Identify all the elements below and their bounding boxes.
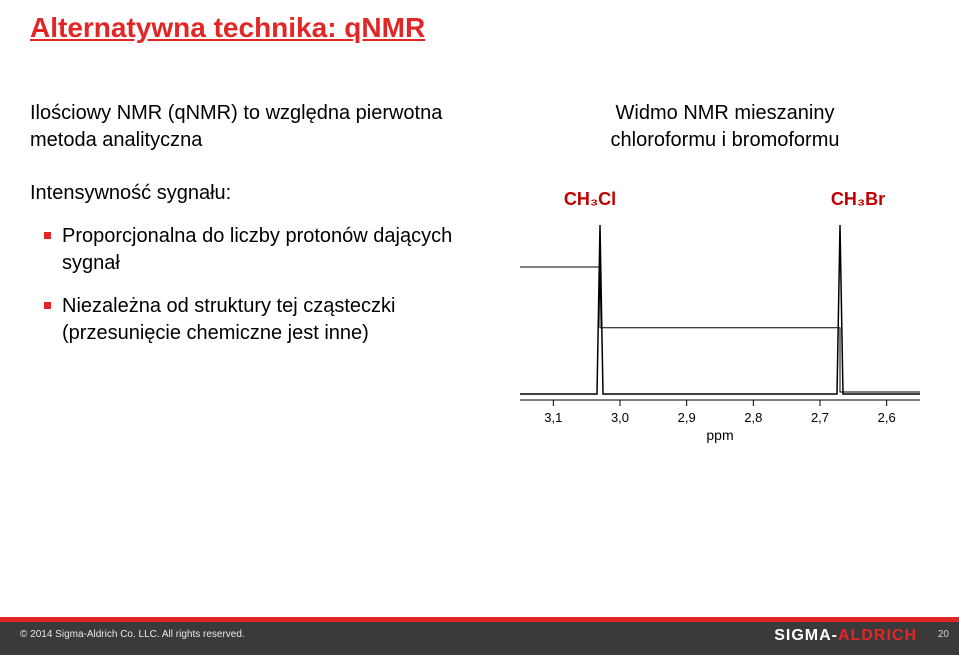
bullet-list: Proporcjonalna do liczby protonów dający… bbox=[30, 223, 470, 347]
svg-text:CH₃Cl: CH₃Cl bbox=[564, 189, 616, 209]
brand-logo: SIGMA-ALDRICH bbox=[774, 627, 917, 645]
nmr-chart: 3,1 3,0 2,9 2,8 2,7 2,6 ppm CH₃Cl CH₃Br bbox=[500, 180, 930, 450]
nmr-svg: 3,1 3,0 2,9 2,8 2,7 2,6 ppm CH₃Cl CH₃Br bbox=[500, 180, 930, 450]
list-item: Proporcjonalna do liczby protonów dający… bbox=[44, 223, 470, 277]
footer: © 2014 Sigma-Aldrich Co. LLC. All rights… bbox=[0, 617, 959, 655]
svg-text:CH₃Br: CH₃Br bbox=[831, 189, 885, 209]
subheading: Intensywność sygnału: bbox=[30, 182, 470, 205]
page-title: Alternatywna technika: qNMR bbox=[30, 12, 425, 44]
svg-text:2,9: 2,9 bbox=[678, 410, 696, 425]
svg-text:3,0: 3,0 bbox=[611, 410, 629, 425]
content-block: Ilościowy NMR (qNMR) to względna pierwot… bbox=[30, 100, 470, 363]
list-item: Niezależna od struktury tej cząsteczki (… bbox=[44, 293, 470, 347]
brand-prefix: SIGMA- bbox=[774, 627, 838, 644]
copyright: © 2014 Sigma-Aldrich Co. LLC. All rights… bbox=[20, 629, 245, 640]
caption-line: chloroformu i bromoformu bbox=[611, 129, 840, 151]
page-number: 20 bbox=[938, 629, 949, 640]
caption-line: Widmo NMR mieszaniny bbox=[616, 102, 835, 124]
svg-text:2,6: 2,6 bbox=[878, 410, 896, 425]
intro-text: Ilościowy NMR (qNMR) to względna pierwot… bbox=[30, 100, 470, 154]
brand-suffix: ALDRICH bbox=[838, 627, 917, 644]
svg-text:2,7: 2,7 bbox=[811, 410, 829, 425]
svg-text:ppm: ppm bbox=[706, 427, 733, 443]
chart-caption: Widmo NMR mieszaniny chloroformu i bromo… bbox=[575, 100, 875, 154]
svg-text:3,1: 3,1 bbox=[544, 410, 562, 425]
svg-text:2,8: 2,8 bbox=[744, 410, 762, 425]
